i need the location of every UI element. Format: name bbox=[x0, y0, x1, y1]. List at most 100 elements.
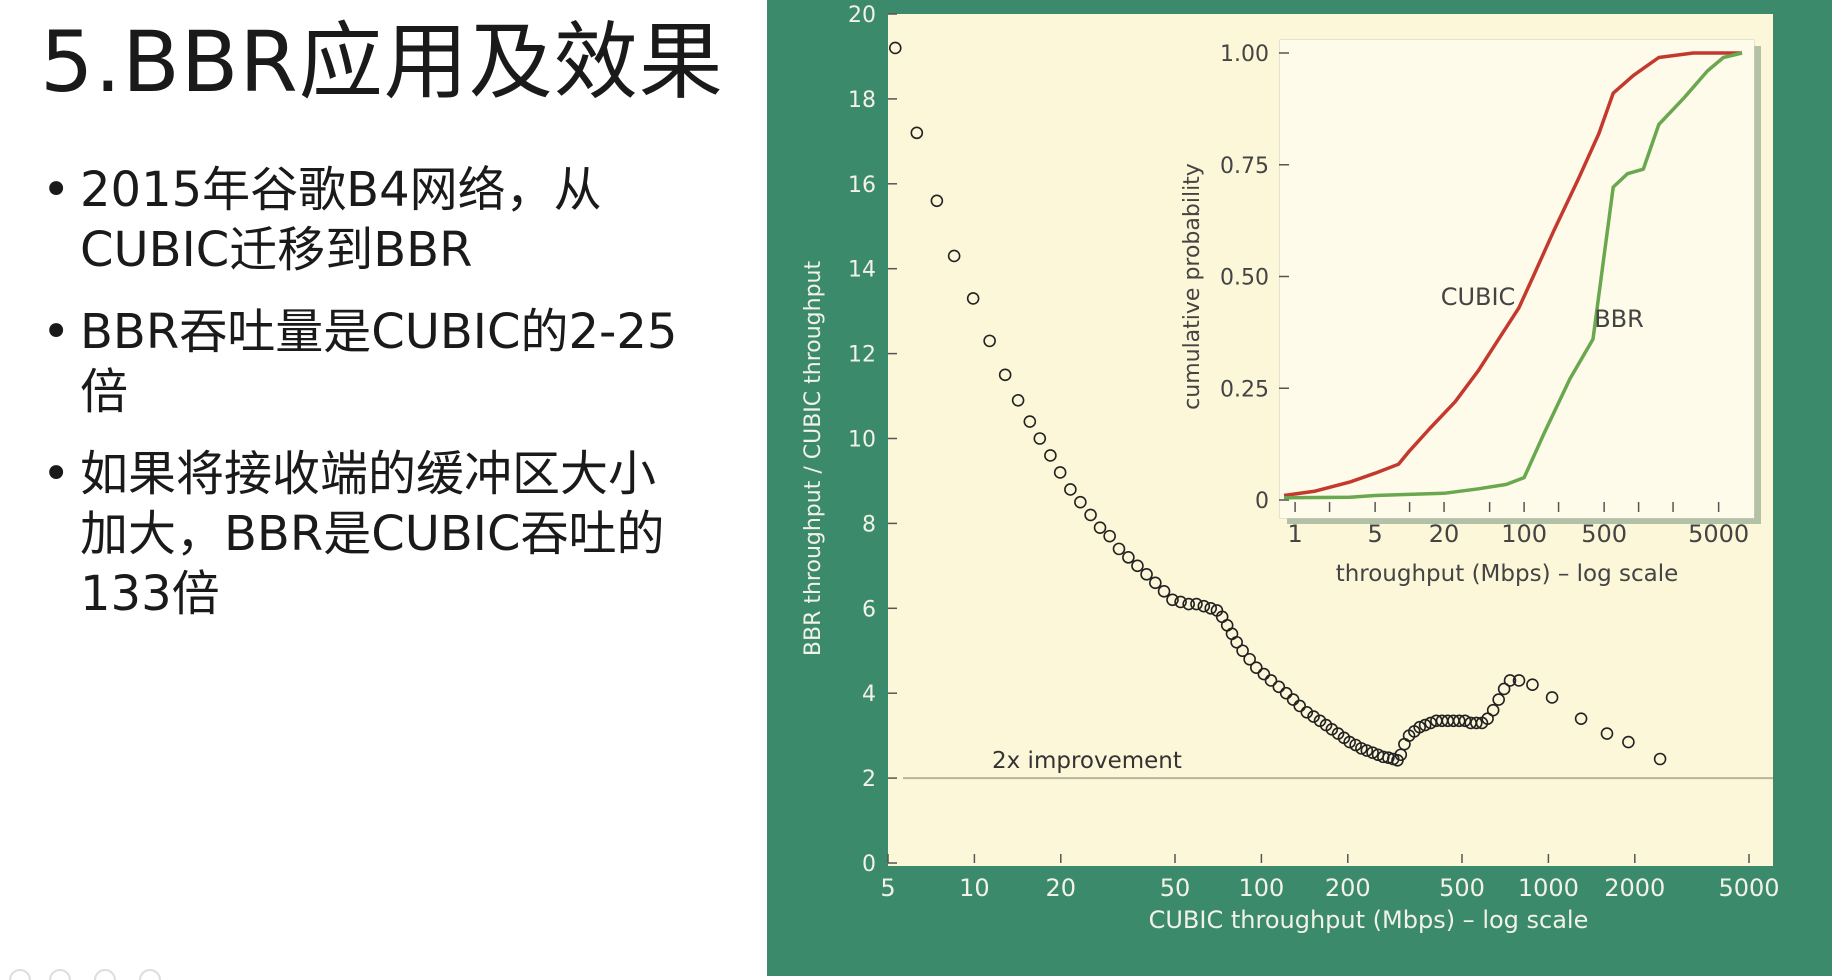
scatter-point bbox=[1053, 466, 1067, 479]
x-tick-label: 100 bbox=[1238, 874, 1284, 902]
scatter-point bbox=[1023, 415, 1037, 428]
scatter-point bbox=[1300, 706, 1314, 719]
reference-line-label: 2x improvement bbox=[992, 748, 1182, 774]
inset-x-tick-label: 100 bbox=[1501, 520, 1547, 548]
scatter-point bbox=[1230, 635, 1243, 649]
scatter-point bbox=[910, 126, 924, 140]
scatter-point bbox=[1360, 744, 1374, 757]
scatter-point bbox=[1157, 585, 1171, 598]
scatter-point bbox=[1272, 680, 1286, 694]
nav-dot-icon[interactable] bbox=[49, 969, 71, 980]
y-tick-label: 8 bbox=[862, 512, 876, 537]
scatter-point bbox=[1492, 693, 1505, 706]
scatter-point bbox=[1103, 529, 1116, 543]
scatter-point bbox=[1131, 559, 1144, 573]
scatter-point bbox=[1174, 595, 1187, 609]
scatter-point bbox=[1307, 710, 1320, 723]
series-line-bbr bbox=[1283, 51, 1743, 500]
scatter-point bbox=[1149, 576, 1162, 590]
scatter-point bbox=[1190, 597, 1203, 611]
slide-nav-icons bbox=[9, 969, 161, 980]
scatter-point bbox=[1452, 714, 1466, 728]
figure: 0 2 4 6 8 10 12 14 16 18 20 5 10 20 50 100 200 500 1000 200… bbox=[767, 0, 1832, 976]
slide-title: 5.BBR应用及效果 bbox=[40, 13, 724, 111]
y-tick-label: 16 bbox=[848, 173, 876, 198]
inset-x-axis-label: throughput (Mbps) – log scale bbox=[1336, 561, 1679, 587]
inset-y-tick-label: 0.50 bbox=[1220, 266, 1269, 291]
x-tick-label: 1000 bbox=[1518, 874, 1579, 902]
y-tick-label: 20 bbox=[848, 3, 876, 28]
scatter-point bbox=[1074, 495, 1087, 509]
nav-dot-icon[interactable] bbox=[139, 969, 161, 980]
inset-panel-fill bbox=[1280, 40, 1754, 518]
x-tick-label: 5 bbox=[880, 874, 895, 902]
scatter-point bbox=[1064, 483, 1077, 496]
y-tick-label: 18 bbox=[848, 88, 876, 113]
inset-chart: 0 0.25 0.50 0.75 1.00 1 5 20 100 500 5000 throughpu… bbox=[1180, 39, 1761, 587]
y-tick-label: 4 bbox=[862, 682, 876, 707]
nav-dot-icon[interactable] bbox=[94, 969, 116, 980]
inset-x-tick-label: 5 bbox=[1367, 520, 1382, 548]
y-tick-label: 14 bbox=[848, 258, 876, 283]
scatter-point bbox=[1084, 508, 1097, 522]
scatter-point bbox=[1257, 667, 1271, 681]
scatter-point bbox=[1197, 599, 1211, 613]
y-tick-label: 0 bbox=[862, 852, 876, 877]
scatter-point bbox=[1093, 521, 1107, 534]
inset-y-tick-label: 0.75 bbox=[1220, 154, 1269, 179]
x-tick-label: 50 bbox=[1160, 874, 1191, 902]
inset-x-tick-label: 5000 bbox=[1688, 520, 1749, 548]
y-tick-label: 6 bbox=[862, 597, 876, 622]
x-tick-label: 2000 bbox=[1604, 874, 1665, 902]
scatter-point bbox=[1418, 718, 1432, 732]
scatter-point bbox=[1366, 746, 1379, 759]
scatter-point bbox=[1497, 682, 1511, 696]
scatter-point bbox=[1112, 542, 1126, 556]
inset-y-tick-label: 0.25 bbox=[1220, 377, 1269, 402]
scatter-point bbox=[1526, 678, 1539, 692]
y-tick-label: 10 bbox=[848, 428, 876, 453]
nav-dot-icon[interactable] bbox=[9, 969, 31, 980]
series-label-cubic: CUBIC bbox=[1441, 283, 1516, 311]
scatter-point bbox=[1122, 551, 1135, 564]
inset-y-tick-label: 0 bbox=[1255, 489, 1269, 514]
scatter-point bbox=[1204, 601, 1218, 615]
x-axis-label: CUBIC throughput (Mbps) – log scale bbox=[1149, 906, 1589, 934]
scatter-point bbox=[1486, 703, 1500, 717]
scatter-point bbox=[1250, 661, 1263, 675]
inset-y-axis-label: cumulative probability bbox=[1180, 163, 1205, 410]
series-line-cubic bbox=[1283, 51, 1742, 498]
scatter-point bbox=[1279, 686, 1293, 700]
inset-x-tick-label: 500 bbox=[1581, 520, 1627, 548]
scatter-point bbox=[1264, 674, 1278, 687]
scatter-point bbox=[1545, 691, 1559, 704]
scatter-point bbox=[966, 292, 980, 305]
x-tick-label: 500 bbox=[1439, 874, 1485, 902]
scatter-point bbox=[1011, 393, 1025, 407]
scatter-point bbox=[1243, 652, 1256, 666]
x-tick-label: 5000 bbox=[1718, 874, 1779, 902]
scatter-point bbox=[1600, 727, 1614, 740]
scatter-point bbox=[1503, 674, 1517, 687]
scatter-point bbox=[1413, 720, 1426, 734]
scatter-point bbox=[1140, 568, 1153, 581]
y-tick-label: 2 bbox=[862, 767, 876, 792]
inset-x-tick-label: 1 bbox=[1287, 520, 1302, 548]
scatter-point bbox=[1355, 742, 1368, 755]
scatter-point bbox=[1293, 699, 1307, 713]
x-tick-label: 20 bbox=[1046, 874, 1077, 902]
scatter-point bbox=[998, 368, 1012, 382]
scatter-point bbox=[947, 249, 961, 263]
x-tick-label: 200 bbox=[1325, 874, 1371, 902]
scatter-point bbox=[1044, 449, 1057, 462]
bullet-item: 如果将接收端的缓冲区大小加大，BBR是CUBIC吞吐的133倍 bbox=[40, 444, 680, 624]
scatter-point bbox=[1574, 712, 1588, 725]
scatter-point bbox=[983, 334, 996, 348]
scatter-point bbox=[1236, 644, 1249, 658]
scatter-point bbox=[1653, 752, 1667, 766]
y-tick-label: 12 bbox=[848, 343, 876, 368]
x-tick-label: 10 bbox=[959, 874, 990, 902]
